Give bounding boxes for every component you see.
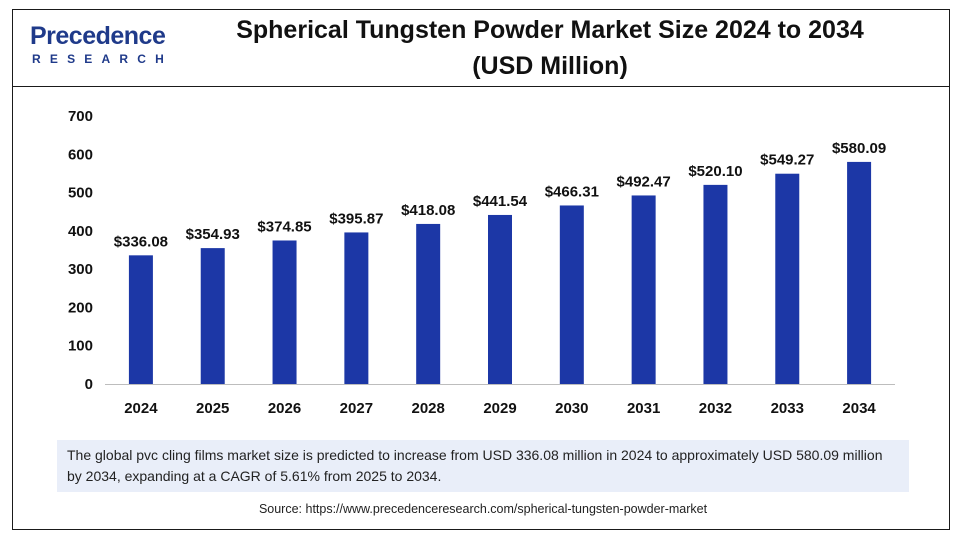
bar-value-label: $520.10 — [688, 163, 742, 180]
x-tick-label: 2030 — [555, 400, 588, 417]
bar-value-label: $395.87 — [329, 210, 383, 227]
x-tick-label: 2033 — [771, 400, 804, 417]
y-tick-label: 200 — [68, 299, 93, 316]
y-tick-label: 500 — [68, 185, 93, 202]
source-citation: Source: https://www.precedenceresearch.c… — [258, 502, 708, 516]
bar — [631, 195, 656, 384]
bar — [128, 255, 153, 384]
bar — [559, 205, 584, 384]
logo-main-text: Precedence — [30, 22, 166, 50]
chart-frame — [12, 9, 950, 530]
bar — [703, 184, 728, 384]
x-tick-label: 2024 — [124, 400, 158, 417]
bar-value-label: $492.47 — [617, 173, 671, 190]
chart-title-line1: Spherical Tungsten Powder Market Size 20… — [236, 16, 864, 44]
bar-value-label: $336.08 — [114, 233, 168, 250]
bar — [416, 223, 441, 384]
y-tick-label: 400 — [68, 223, 93, 240]
bar-value-label: $549.27 — [760, 152, 814, 169]
bar-value-label: $580.09 — [832, 140, 886, 157]
x-tick-label: 2026 — [268, 400, 301, 417]
bar-value-label: $418.08 — [401, 202, 455, 219]
market-summary-note: The global pvc cling films market size i… — [57, 440, 909, 492]
x-tick-label: 2028 — [411, 400, 444, 417]
x-tick-label: 2032 — [699, 400, 732, 417]
bar — [272, 240, 297, 384]
y-tick-label: 300 — [68, 261, 93, 278]
x-tick-label: 2027 — [340, 400, 373, 417]
y-tick-label: 600 — [68, 146, 93, 163]
bar-value-label: $374.85 — [257, 218, 311, 235]
x-tick-label: 2034 — [842, 400, 876, 417]
bar — [200, 248, 225, 384]
y-tick-label: 0 — [85, 376, 93, 393]
bar-value-label: $466.31 — [545, 183, 599, 200]
bar — [488, 214, 512, 384]
x-tick-label: 2025 — [196, 400, 229, 417]
bar — [847, 161, 872, 384]
header-divider — [12, 86, 950, 87]
bar-value-label: $441.54 — [473, 193, 528, 210]
y-tick-label: 700 — [68, 108, 93, 125]
bar — [344, 232, 369, 384]
x-tick-label: 2029 — [483, 400, 516, 417]
y-tick-label: 100 — [68, 338, 93, 355]
bar — [775, 173, 800, 384]
x-tick-label: 2031 — [627, 400, 660, 417]
chart-title: Spherical Tungsten Powder Market Size 20… — [200, 12, 900, 84]
chart-title-line2: (USD Million) — [472, 52, 628, 80]
bar-value-label: $354.93 — [186, 226, 240, 243]
precedence-research-logo: Precedence RESEARCH — [30, 22, 180, 72]
logo-sub-text: RESEARCH — [32, 52, 173, 66]
